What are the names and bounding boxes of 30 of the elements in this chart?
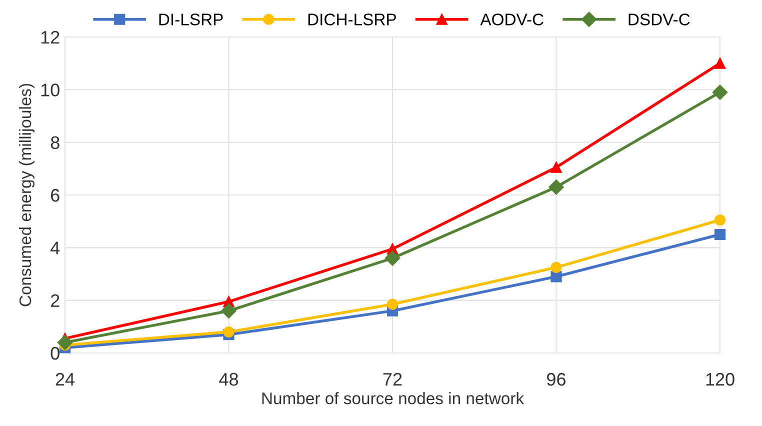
- x-tick-label: 96: [547, 372, 566, 386]
- y-tick-label: 8: [50, 136, 60, 150]
- point: [714, 228, 726, 240]
- y-tick-label: 12: [41, 30, 60, 44]
- legend-label: AODV-C: [480, 14, 544, 26]
- legend-label: DI-LSRP: [159, 14, 223, 26]
- x-tick-label: 48: [219, 372, 238, 386]
- point: [550, 262, 562, 273]
- legend-label: DICH-LSRP: [308, 14, 396, 26]
- point: [714, 214, 726, 226]
- x-tick-label: 72: [383, 372, 402, 386]
- legend-label: DSDV-C: [628, 14, 690, 26]
- point: [221, 303, 236, 318]
- y-tick-label: 4: [50, 242, 60, 254]
- x-tick-label: 120: [706, 372, 734, 386]
- point: [384, 250, 400, 266]
- point: [550, 271, 562, 282]
- y-tick-label: 2: [51, 294, 60, 307]
- x-tick-label: 24: [56, 372, 75, 386]
- y-axis-title: Consumed energy (millijoules): [18, 84, 34, 306]
- point: [550, 162, 562, 173]
- y-tick-label: 0: [50, 346, 60, 360]
- y-tick-label: 6: [51, 188, 60, 202]
- x-axis-title: Number of source nodes in network: [262, 392, 524, 404]
- point: [712, 84, 728, 100]
- point: [548, 180, 564, 195]
- y-tick-label: 10: [41, 84, 60, 96]
- point: [223, 326, 234, 338]
- point: [714, 58, 726, 69]
- point: [386, 298, 398, 310]
